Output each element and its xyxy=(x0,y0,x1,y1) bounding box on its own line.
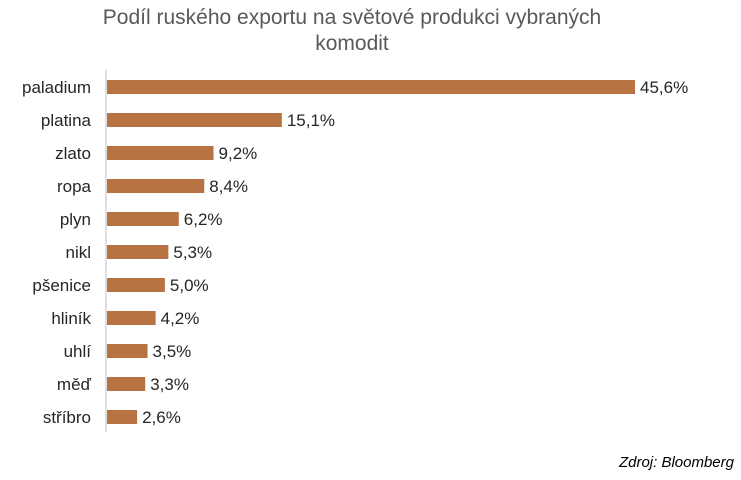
bar xyxy=(107,179,205,193)
value-label: 45,6% xyxy=(640,78,688,97)
bar xyxy=(107,410,138,424)
bar xyxy=(107,80,635,94)
category-label: stříbro xyxy=(43,408,91,427)
category-label: pšenice xyxy=(32,276,91,295)
category-label: plyn xyxy=(60,210,91,229)
value-label: 2,6% xyxy=(142,408,181,427)
source-note: Zdroj: Bloomberg xyxy=(618,454,735,471)
bar xyxy=(107,146,214,160)
category-label: hliník xyxy=(51,309,91,328)
value-label: 4,2% xyxy=(161,309,200,328)
bar xyxy=(107,212,179,226)
category-label: nikl xyxy=(65,243,91,262)
value-label: 5,0% xyxy=(170,276,209,295)
bars-group: paladium 45,6% platina 15,1% zlato 9,2% ropa 8,… xyxy=(22,78,688,427)
chart-title-line-1: Podíl ruského exportu na světové produkc… xyxy=(103,6,601,29)
category-label: měď xyxy=(57,375,92,394)
chart-title-line-2: komodit xyxy=(315,32,389,55)
value-label: 6,2% xyxy=(184,210,223,229)
category-label: ropa xyxy=(57,177,92,196)
bar xyxy=(107,311,156,325)
value-label: 5,3% xyxy=(173,243,212,262)
bar xyxy=(107,113,282,127)
category-label: uhlí xyxy=(64,342,92,361)
bar xyxy=(107,377,146,391)
value-label: 3,3% xyxy=(150,375,189,394)
bar xyxy=(107,344,148,358)
category-label: paladium xyxy=(22,78,91,97)
bar xyxy=(107,278,165,292)
value-label: 15,1% xyxy=(287,111,335,130)
category-label: zlato xyxy=(55,144,91,163)
value-label: 3,5% xyxy=(153,342,192,361)
value-label: 9,2% xyxy=(219,144,258,163)
category-label: platina xyxy=(41,111,92,130)
bar xyxy=(107,245,169,259)
value-label: 8,4% xyxy=(209,177,248,196)
